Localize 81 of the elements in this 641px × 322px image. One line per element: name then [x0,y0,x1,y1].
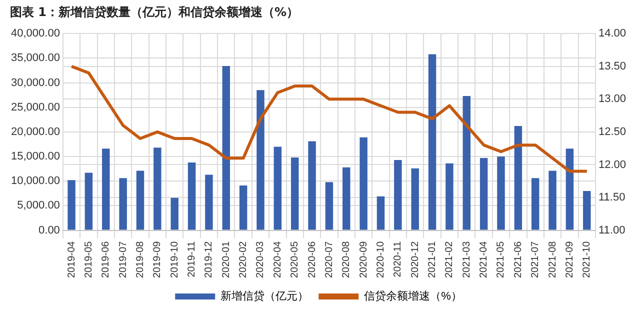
bar [102,148,110,230]
x-tick-label: 2020-09 [358,240,370,278]
bar [411,168,419,230]
x-tick-label: 2021-01 [427,240,438,278]
y-tick-label: 35,000.00 [11,52,60,64]
bar [222,66,230,230]
x-tick-label: 2021-02 [444,240,456,278]
y2-tick-label: 11.00 [598,224,626,236]
x-tick-label: 2019-04 [66,240,78,278]
y2-tick-label: 13.00 [598,93,626,106]
y2-tick-label: 14.00 [598,28,626,40]
bar [274,146,282,230]
x-tick-label: 2019-11 [186,240,198,278]
x-tick-label: 2020-11 [392,240,404,278]
x-tick-label: 2021-04 [478,240,490,278]
y-tick-label: 10,000.00 [11,175,60,188]
bar [376,196,385,230]
x-tick-label: 2021-06 [512,240,524,278]
bar [325,182,334,230]
x-tick-label: 2020-02 [238,240,250,278]
x-tick-label: 2020-12 [410,240,421,278]
x-tick-label: 2021-03 [461,240,472,278]
x-tick-label: 2019-12 [204,240,215,278]
y2-tick-label: 12.50 [598,126,626,138]
bar [188,162,196,230]
y-tick-label: 15,000.00 [11,150,60,163]
bar [360,137,368,230]
bar [514,126,522,230]
y-tick-label: 5,000.00 [17,200,60,212]
y-tick-label: 30,000.00 [11,76,60,89]
y2-tick-label: 11.50 [598,192,626,204]
x-tick-label: 2019-06 [100,240,112,278]
bar [84,172,93,230]
bar [446,163,454,230]
legend-label: 信贷余额增速（%） [364,290,462,303]
x-tick-label: 2021-09 [564,240,576,278]
bar [428,54,436,230]
x-tick-label: 2019-09 [152,240,164,278]
bar [308,141,316,230]
y-tick-label: 20,000.00 [11,126,60,138]
chart-title: 图表 1：新增信贷数量（亿元）和信贷余额增速（%） [10,4,299,21]
bar [170,198,178,230]
x-tick-label: 2020-05 [290,240,301,278]
x-tick-label: 2020-04 [272,240,284,278]
x-tick-label: 2019-05 [83,240,94,278]
bar [290,158,299,230]
x-tick-label: 2021-10 [582,240,593,278]
bar [566,148,574,230]
x-tick-label: 2020-06 [306,240,318,278]
bar [497,156,505,230]
x-tick-label: 2020-07 [324,240,335,278]
bar [531,178,540,230]
y-tick-label: 0.00 [38,224,60,236]
y-tick-label: 25,000.00 [11,101,60,114]
bar [136,170,144,230]
x-tick-label: 2020-03 [255,240,266,278]
x-tick-label: 2020-01 [220,240,232,278]
x-tick-label: 2020-08 [341,240,352,278]
x-tick-label: 2019-08 [134,240,146,278]
y-tick-label: 40,000.00 [11,28,60,40]
bar [548,170,556,230]
x-tick-label: 2021-05 [496,240,507,278]
x-tick-label: 2021-08 [547,240,558,278]
bar [583,190,591,230]
x-tick-label: 2019-07 [118,240,129,278]
bar [394,160,402,230]
bar [462,96,470,230]
bar [119,178,127,230]
x-tick-label: 2021-07 [530,240,542,278]
x-tick-label: 2019-10 [169,240,180,278]
y2-tick-label: 12.00 [598,158,626,171]
bar [154,148,162,230]
bar [68,180,76,230]
bar [342,167,350,230]
y2-tick-label: 13.50 [598,60,626,72]
bar [256,90,264,230]
bar [205,174,213,230]
bar [480,158,488,230]
x-tick-label: 2020-10 [375,240,386,278]
bar [239,186,248,230]
legend-label: 新增信贷（亿元） [220,290,309,303]
